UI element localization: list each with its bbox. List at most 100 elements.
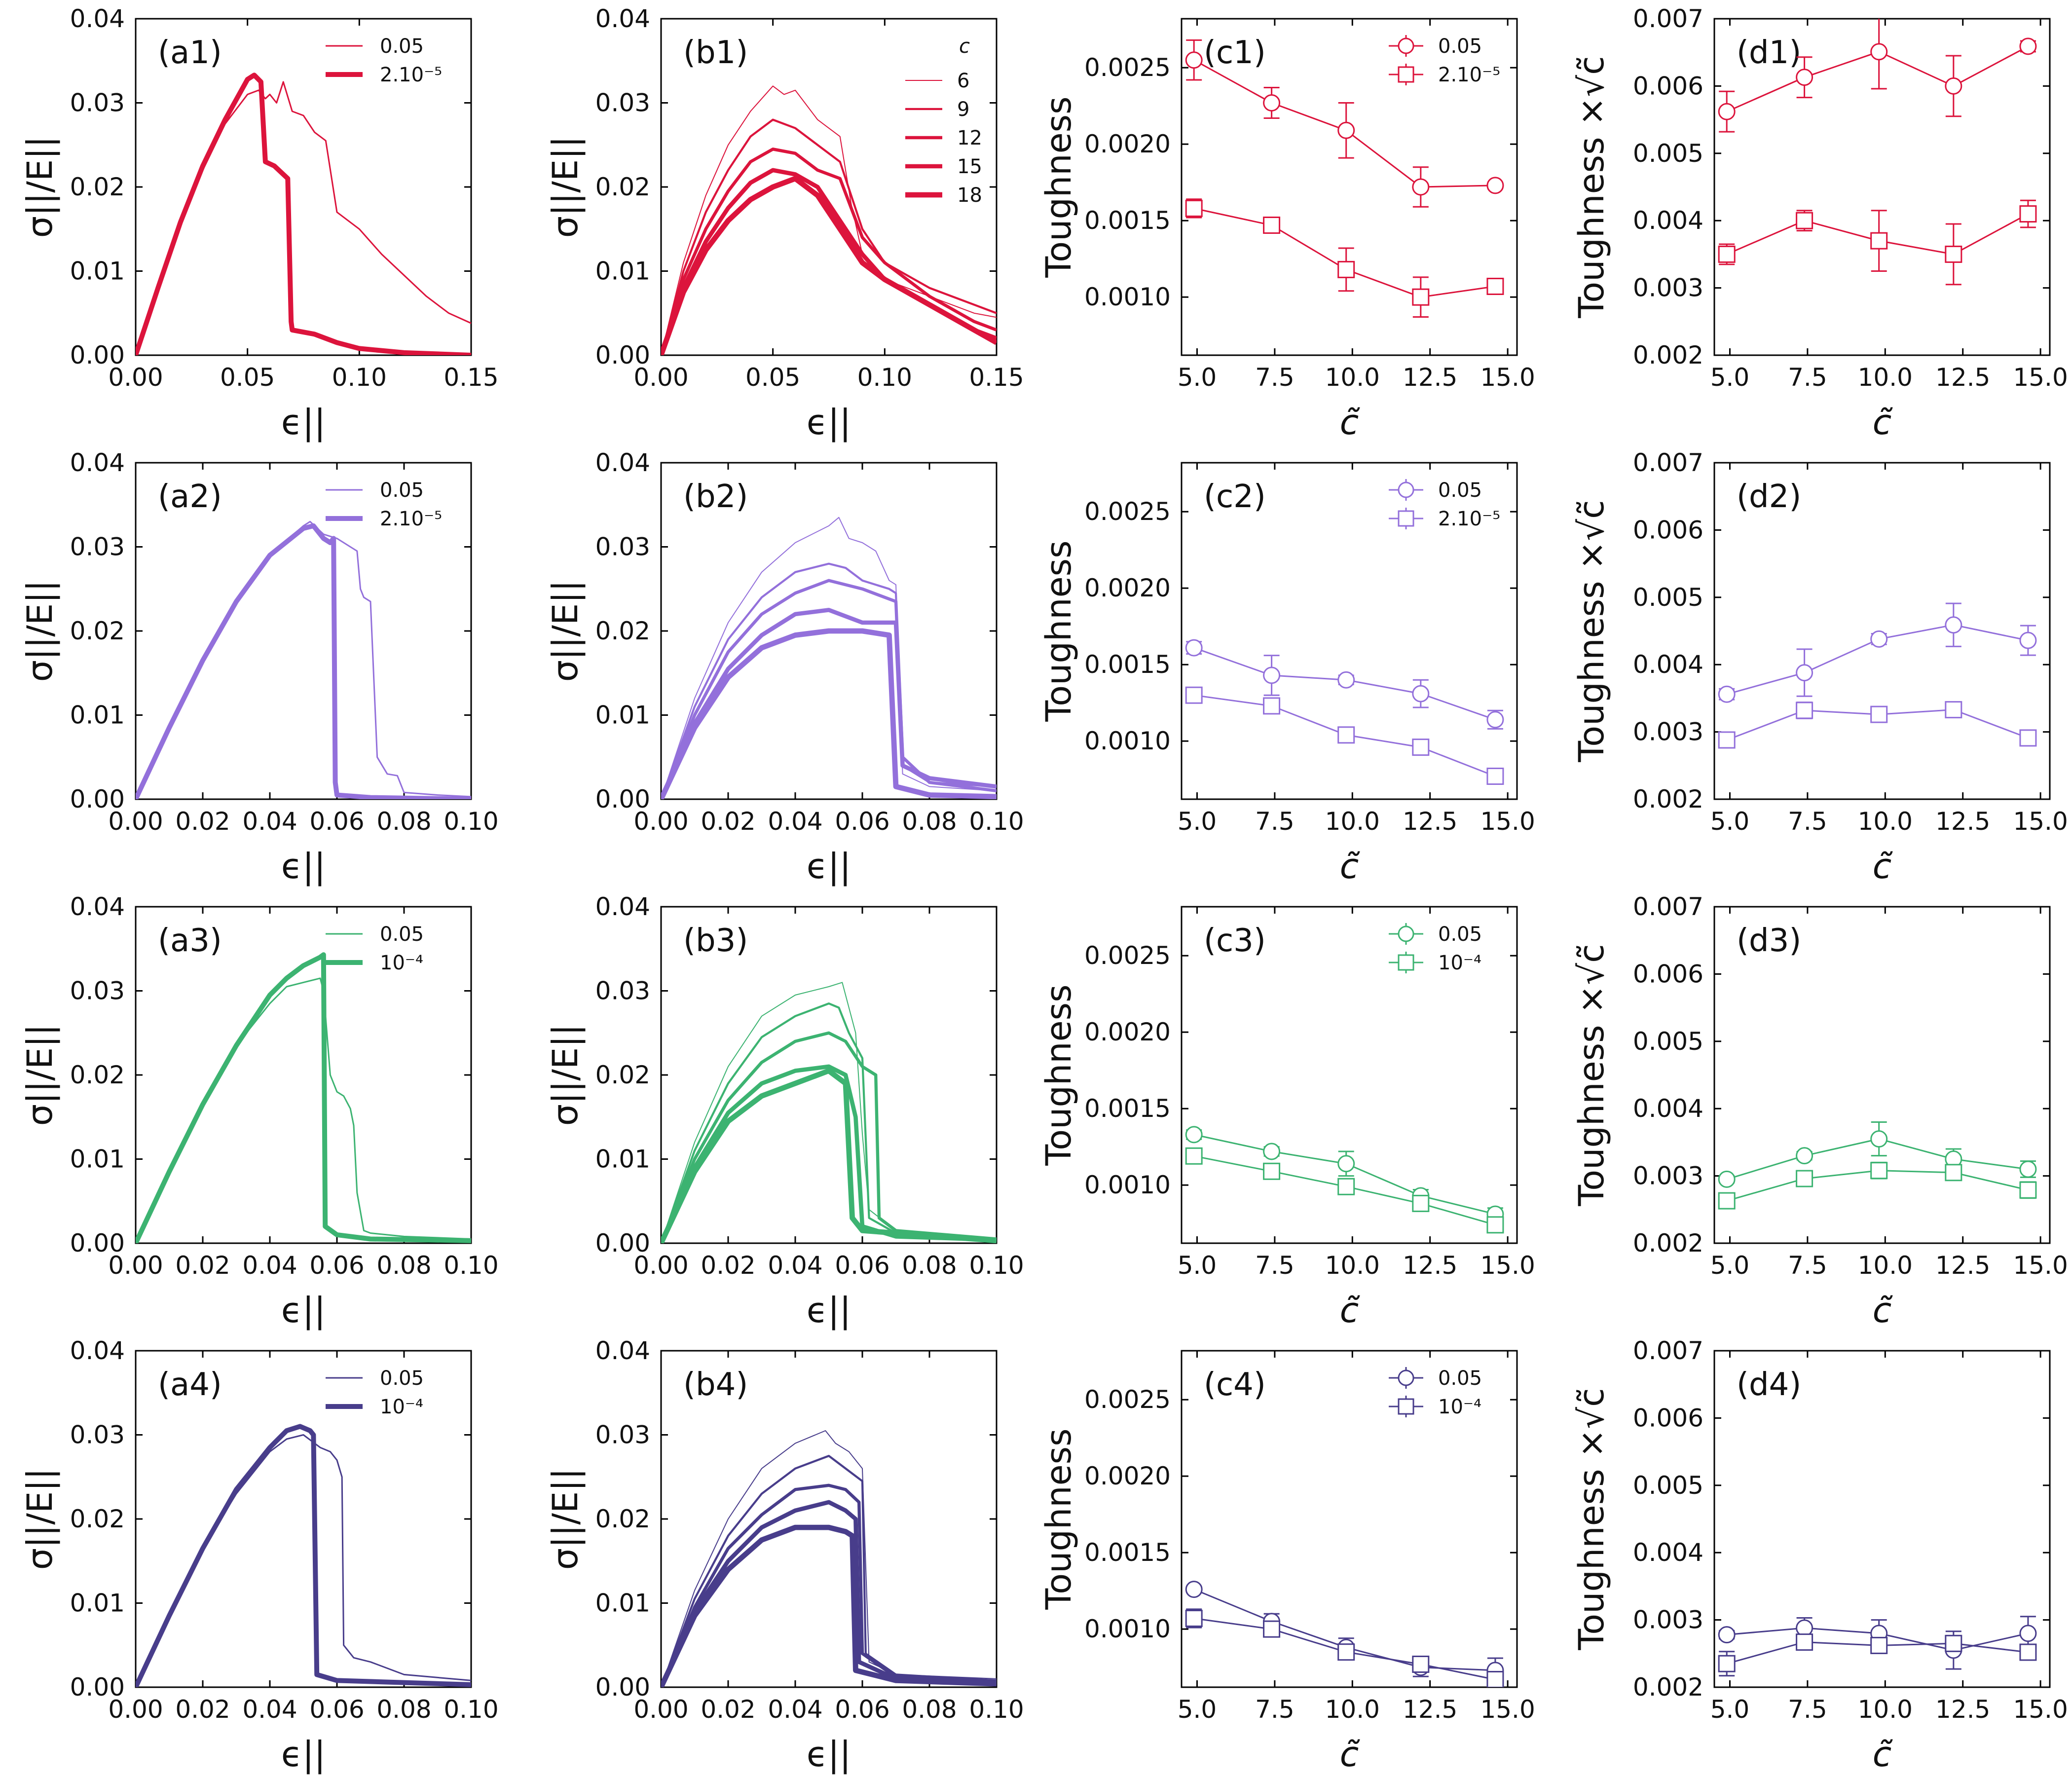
y-axis-label: σ||/E|| [20, 580, 60, 682]
x-tick-label: 12.5 [1403, 1695, 1457, 1724]
x-tick-label: 0.00 [633, 807, 688, 836]
plot-frame [1181, 18, 1518, 356]
y-tick-label: 0.005 [1633, 139, 1703, 168]
x-axis-label: ϵ|| [281, 402, 326, 443]
x-tick-label: 0.15 [444, 363, 498, 392]
data-point-circle [1486, 177, 1504, 194]
plot-frame [1713, 462, 2051, 800]
y-tick-label: 0.01 [595, 701, 650, 730]
series-line-4 [661, 168, 997, 355]
legend-label: 0.05 [1438, 1367, 1482, 1390]
series-line-1 [661, 982, 997, 1243]
y-axis-label: Toughness [1038, 984, 1079, 1166]
y-axis-label: Toughness [1038, 96, 1079, 278]
y-tick-label: 0.01 [595, 1589, 650, 1618]
y-tick-label: 0.04 [70, 448, 125, 477]
x-tick-label: 0.10 [969, 1695, 1024, 1724]
panel-label: (d2) [1737, 479, 1801, 515]
y-axis-label: σ||/E|| [545, 580, 586, 682]
data-point-square [1263, 697, 1281, 715]
x-tick-label: 0.10 [444, 1251, 498, 1280]
plot-area [1718, 1616, 2037, 1677]
x-tick-label: 0.08 [376, 1695, 431, 1724]
y-tick-label: 0.004 [1633, 1538, 1703, 1567]
x-tick-label: 0.10 [444, 807, 498, 836]
y-tick-label: 0.01 [70, 701, 125, 730]
series-line-1 [661, 1430, 997, 1687]
data-point-circle [2019, 1160, 2037, 1178]
x-tick-label: 0.04 [242, 1251, 297, 1280]
series-line-5 [661, 176, 997, 355]
x-axis-label: c̃ [1873, 846, 1893, 887]
y-axis-label: σ||/E|| [20, 1468, 60, 1570]
y-tick-label: 0.00 [70, 785, 125, 814]
series-line-4 [661, 1064, 997, 1243]
legend-label: 6 [957, 70, 969, 92]
plot-area [136, 520, 471, 799]
legend-label: 18 [957, 184, 982, 207]
x-tick-label: 0.08 [902, 1695, 957, 1724]
y-tick-label: 0.00 [595, 1673, 650, 1702]
data-point-square [2019, 729, 2037, 747]
y-tick-label: 0.0025 [1084, 1385, 1171, 1414]
y-tick-label: 0.007 [1633, 1336, 1703, 1365]
panel-label: (a1) [158, 35, 222, 71]
data-point-square [1945, 701, 1962, 719]
x-tick-label: 0.08 [376, 807, 431, 836]
data-point-square [1870, 1162, 1888, 1180]
y-tick-label: 0.004 [1633, 650, 1703, 679]
data-point-circle [1718, 1626, 1736, 1644]
y-tick-label: 0.04 [595, 4, 650, 33]
x-tick-label: 7.5 [1788, 1251, 1827, 1280]
y-tick-label: 0.0020 [1084, 574, 1171, 602]
plot-area [136, 952, 471, 1243]
y-tick-label: 0.0020 [1084, 1462, 1171, 1490]
panel-a1: 0.00 0.05 0.10 0.15 0.00 0.01 0.02 0.03 0.04 ϵ|| σ… [20, 4, 499, 443]
panel-b4: 0.00 0.02 0.04 0.06 0.08 0.10 0.00 0.01 0.02 0.03… [545, 1336, 1024, 1775]
x-tick-label: 7.5 [1788, 1695, 1827, 1724]
y-tick-label: 0.0010 [1084, 283, 1171, 311]
y-axis-label: Toughness [1038, 540, 1079, 722]
x-tick-label: 15.0 [1480, 1251, 1535, 1280]
panel-d4: 5.0 7.5 10.0 12.5 15.0 0.002 0.003 0.004 0.005 0.… [1571, 1336, 2068, 1775]
data-point-circle [1185, 639, 1203, 657]
plot-area [136, 73, 471, 355]
y-tick-label: 0.0020 [1084, 130, 1171, 158]
series-line-2 [136, 952, 471, 1243]
plot-frame [1181, 906, 1518, 1244]
data-point-circle [1870, 43, 1888, 61]
x-tick-label: 0.00 [108, 807, 163, 836]
x-tick-label: 0.10 [969, 807, 1024, 836]
legend: 0.05 10⁻⁴ [326, 1367, 424, 1418]
y-tick-label: 0.0010 [1084, 727, 1171, 755]
panel-label: (a2) [158, 479, 222, 515]
x-tick-label: 5.0 [1178, 1695, 1217, 1724]
y-tick-label: 0.002 [1633, 341, 1703, 370]
data-point-circle [1945, 616, 1962, 634]
panel-a2: 0.00 0.02 0.04 0.06 0.08 0.10 0.00 0.01 0.02 0.03… [20, 448, 499, 887]
x-tick-label: 0.08 [902, 1251, 957, 1280]
plot-area [1185, 639, 1504, 785]
panel-a4: 0.00 0.02 0.04 0.06 0.08 0.10 0.00 0.01 0.02 0.03… [20, 1336, 499, 1775]
data-point-square [1486, 768, 1504, 785]
legend-label: 10⁻⁴ [1438, 1396, 1481, 1418]
data-point-circle [1185, 51, 1203, 69]
y-tick-label: 0.005 [1633, 1471, 1703, 1500]
series-line-4 [661, 608, 997, 799]
y-tick-label: 0.03 [595, 977, 650, 1005]
y-tick-label: 0.0015 [1084, 206, 1171, 235]
series-line-2 [136, 1424, 471, 1687]
data-point-square [1718, 1655, 1736, 1672]
y-tick-label: 0.04 [595, 1336, 650, 1365]
plot-frame [1713, 906, 2051, 1244]
series-line-1 [136, 520, 471, 799]
y-tick-label: 0.00 [70, 1229, 125, 1258]
x-tick-label: 0.04 [768, 1251, 822, 1280]
y-tick-label: 0.0025 [1084, 53, 1171, 82]
y-tick-label: 0.0015 [1084, 650, 1171, 679]
y-tick-label: 0.002 [1633, 1673, 1703, 1702]
y-tick-label: 0.003 [1633, 1606, 1703, 1634]
x-tick-label: 5.0 [1710, 363, 1750, 392]
y-tick-label: 0.03 [70, 1421, 125, 1449]
data-point-square [1263, 1162, 1281, 1180]
